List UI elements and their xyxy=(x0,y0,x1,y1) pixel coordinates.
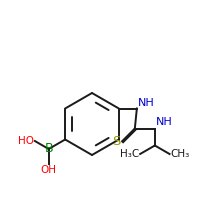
Text: H₃C: H₃C xyxy=(120,149,139,159)
Text: NH: NH xyxy=(138,98,155,108)
Text: OH: OH xyxy=(41,165,57,175)
Text: B: B xyxy=(44,142,53,156)
Text: HO: HO xyxy=(18,136,34,146)
Text: CH₃: CH₃ xyxy=(171,149,190,159)
Text: NH: NH xyxy=(156,117,173,128)
Text: S: S xyxy=(112,135,121,148)
